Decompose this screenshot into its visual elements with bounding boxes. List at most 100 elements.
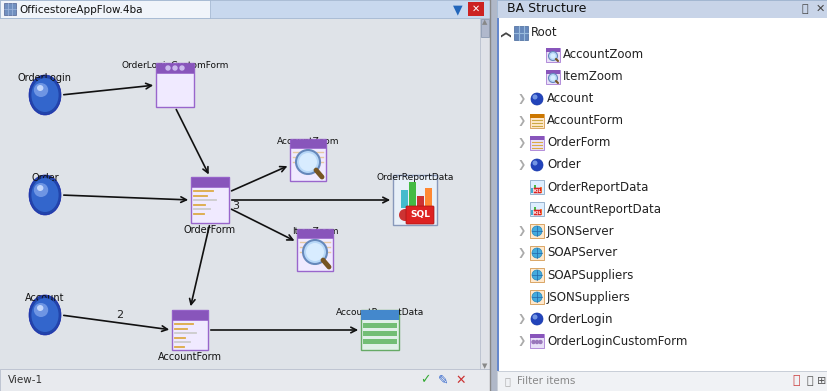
FancyBboxPatch shape bbox=[530, 210, 533, 215]
Text: ⊞: ⊞ bbox=[816, 376, 825, 386]
FancyBboxPatch shape bbox=[529, 268, 543, 282]
FancyBboxPatch shape bbox=[529, 202, 543, 216]
Text: ✕: ✕ bbox=[455, 373, 465, 386]
FancyBboxPatch shape bbox=[529, 334, 543, 348]
FancyBboxPatch shape bbox=[4, 3, 16, 15]
Text: AccountForm: AccountForm bbox=[158, 352, 222, 362]
Text: SQL: SQL bbox=[533, 210, 542, 215]
Text: 2: 2 bbox=[117, 310, 123, 319]
Text: SQL: SQL bbox=[533, 188, 542, 192]
FancyBboxPatch shape bbox=[529, 136, 543, 150]
Text: OfficestoreAppFlow.4ba: OfficestoreAppFlow.4ba bbox=[19, 5, 142, 15]
Text: OrderLoginCustomForm: OrderLoginCustomForm bbox=[547, 334, 686, 348]
Text: ✕: ✕ bbox=[471, 4, 480, 14]
Text: 3: 3 bbox=[232, 201, 239, 211]
FancyBboxPatch shape bbox=[529, 246, 543, 260]
Ellipse shape bbox=[37, 305, 43, 311]
FancyBboxPatch shape bbox=[289, 139, 326, 181]
FancyBboxPatch shape bbox=[0, 0, 210, 18]
Circle shape bbox=[179, 66, 184, 70]
Text: AccountReportData: AccountReportData bbox=[336, 308, 423, 317]
FancyBboxPatch shape bbox=[529, 290, 543, 304]
Circle shape bbox=[532, 248, 542, 258]
Circle shape bbox=[299, 153, 317, 171]
FancyBboxPatch shape bbox=[362, 331, 396, 336]
Text: 🔍: 🔍 bbox=[504, 376, 509, 386]
Circle shape bbox=[535, 341, 538, 344]
FancyBboxPatch shape bbox=[537, 211, 539, 215]
FancyBboxPatch shape bbox=[417, 196, 423, 208]
Text: 🖌: 🖌 bbox=[791, 375, 799, 387]
FancyBboxPatch shape bbox=[400, 190, 408, 208]
Text: OrderForm: OrderForm bbox=[184, 225, 236, 235]
Text: Filter items: Filter items bbox=[516, 376, 575, 386]
Circle shape bbox=[303, 240, 327, 264]
Circle shape bbox=[306, 243, 323, 261]
Text: AccountForm: AccountForm bbox=[547, 115, 624, 127]
FancyBboxPatch shape bbox=[514, 26, 528, 40]
FancyBboxPatch shape bbox=[424, 188, 432, 208]
FancyBboxPatch shape bbox=[172, 310, 208, 350]
Ellipse shape bbox=[34, 83, 48, 97]
Circle shape bbox=[530, 93, 543, 105]
Circle shape bbox=[550, 54, 555, 59]
Text: ✓: ✓ bbox=[419, 373, 430, 386]
Circle shape bbox=[399, 209, 410, 221]
FancyBboxPatch shape bbox=[467, 2, 484, 16]
Text: ItemZoom: ItemZoom bbox=[291, 227, 338, 236]
Text: ❯: ❯ bbox=[518, 226, 525, 236]
Text: ❯: ❯ bbox=[518, 138, 525, 148]
Text: Account: Account bbox=[25, 293, 65, 303]
FancyBboxPatch shape bbox=[537, 189, 539, 193]
Text: ✎: ✎ bbox=[437, 373, 448, 386]
Text: SOAPSuppliers: SOAPSuppliers bbox=[547, 269, 633, 282]
Text: SOAPServer: SOAPServer bbox=[547, 246, 616, 260]
Text: ❯: ❯ bbox=[518, 116, 525, 126]
FancyBboxPatch shape bbox=[529, 224, 543, 238]
Circle shape bbox=[547, 52, 557, 61]
FancyBboxPatch shape bbox=[409, 182, 415, 208]
FancyBboxPatch shape bbox=[529, 114, 543, 118]
Circle shape bbox=[532, 160, 537, 165]
Text: ❯: ❯ bbox=[518, 248, 525, 258]
Ellipse shape bbox=[31, 298, 59, 332]
FancyBboxPatch shape bbox=[155, 63, 194, 107]
FancyBboxPatch shape bbox=[172, 310, 208, 320]
FancyBboxPatch shape bbox=[545, 70, 559, 74]
FancyBboxPatch shape bbox=[496, 0, 827, 391]
FancyBboxPatch shape bbox=[533, 185, 536, 193]
FancyBboxPatch shape bbox=[545, 48, 559, 52]
Text: OrderForm: OrderForm bbox=[547, 136, 609, 149]
FancyBboxPatch shape bbox=[297, 229, 332, 271]
Ellipse shape bbox=[29, 295, 61, 335]
FancyBboxPatch shape bbox=[529, 334, 543, 338]
Circle shape bbox=[173, 66, 177, 70]
Ellipse shape bbox=[34, 183, 48, 197]
FancyBboxPatch shape bbox=[289, 139, 326, 148]
FancyBboxPatch shape bbox=[529, 136, 543, 140]
Circle shape bbox=[530, 159, 543, 171]
Text: SQL: SQL bbox=[409, 210, 429, 219]
Text: OrderLogin: OrderLogin bbox=[18, 73, 72, 83]
Text: ❯: ❯ bbox=[518, 336, 525, 346]
Text: Order: Order bbox=[547, 158, 580, 172]
Text: ItemZoom: ItemZoom bbox=[562, 70, 623, 84]
FancyBboxPatch shape bbox=[297, 229, 332, 238]
Text: OrderReportData: OrderReportData bbox=[375, 173, 453, 182]
Text: OrderLogin: OrderLogin bbox=[547, 312, 612, 325]
Circle shape bbox=[538, 341, 542, 344]
Ellipse shape bbox=[29, 75, 61, 115]
Circle shape bbox=[165, 66, 170, 70]
Text: Root: Root bbox=[530, 27, 557, 39]
FancyBboxPatch shape bbox=[533, 210, 541, 215]
Ellipse shape bbox=[37, 85, 43, 91]
Text: ❯: ❯ bbox=[518, 314, 525, 324]
Circle shape bbox=[550, 75, 555, 81]
Text: Account: Account bbox=[547, 93, 594, 106]
Text: OrderLoginCustomForm: OrderLoginCustomForm bbox=[122, 61, 228, 70]
FancyBboxPatch shape bbox=[496, 18, 827, 371]
FancyBboxPatch shape bbox=[529, 180, 543, 194]
FancyBboxPatch shape bbox=[539, 209, 542, 215]
FancyBboxPatch shape bbox=[191, 177, 229, 223]
Text: View-1: View-1 bbox=[8, 375, 43, 385]
